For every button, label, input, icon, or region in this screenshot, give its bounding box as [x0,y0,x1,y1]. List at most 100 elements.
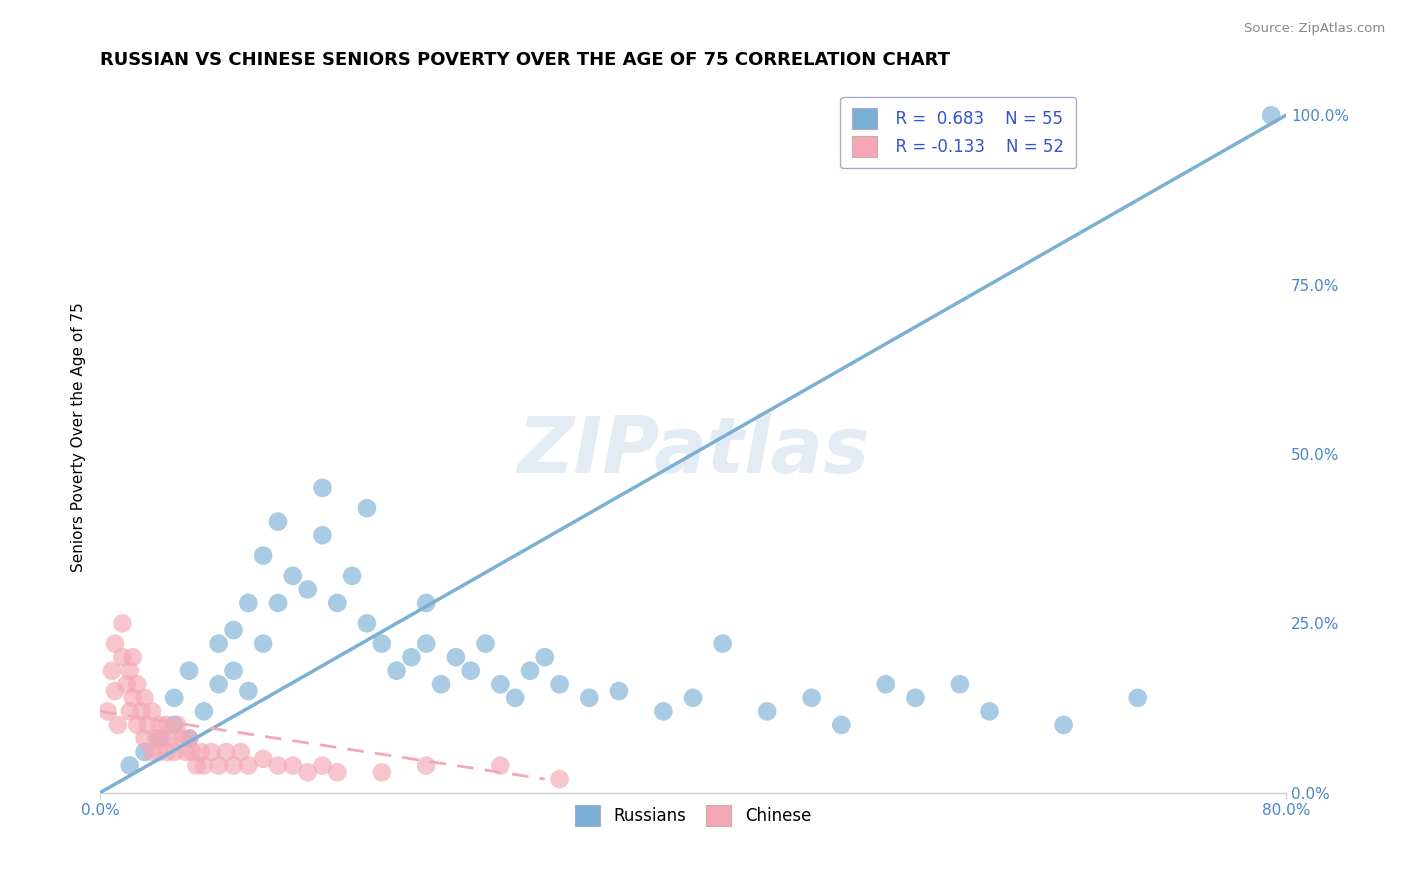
Point [121,690,143,705]
Point [281,569,304,583]
Point [222,623,245,637]
Point [578,690,600,705]
Point [96,704,118,718]
Point [474,637,496,651]
Point [356,616,378,631]
Point [430,677,453,691]
Point [1260,108,1282,122]
Point [238,758,260,772]
Point [311,758,333,772]
Point [177,731,200,746]
Point [356,501,378,516]
Point [111,616,134,631]
Point [949,677,972,691]
Point [190,745,212,759]
Point [134,690,156,705]
Point [141,745,163,759]
Point [215,745,238,759]
Point [156,745,179,759]
Point [163,690,186,705]
Point [166,718,188,732]
Point [193,704,215,718]
Point [548,772,571,786]
Point [177,731,200,746]
Point [444,650,467,665]
Point [163,745,186,759]
Y-axis label: Seniors Poverty Over the Age of 75: Seniors Poverty Over the Age of 75 [72,302,86,572]
Point [311,481,333,495]
Text: Source: ZipAtlas.com: Source: ZipAtlas.com [1244,22,1385,36]
Point [145,731,167,746]
Point [830,718,852,732]
Point [371,637,394,651]
Point [160,731,183,746]
Point [208,677,231,691]
Point [1052,718,1074,732]
Point [115,677,138,691]
Point [148,745,170,759]
Point [267,758,290,772]
Point [489,677,512,691]
Point [107,718,129,732]
Point [150,731,173,746]
Point [711,637,734,651]
Point [118,704,141,718]
Point [800,690,823,705]
Point [415,596,437,610]
Point [208,637,231,651]
Point [252,637,274,651]
Point [326,765,349,780]
Point [548,677,571,691]
Point [101,664,124,678]
Point [652,704,675,718]
Point [415,758,437,772]
Point [904,690,927,705]
Point [111,650,134,665]
Point [326,596,349,610]
Point [222,758,245,772]
Text: RUSSIAN VS CHINESE SENIORS POVERTY OVER THE AGE OF 75 CORRELATION CHART: RUSSIAN VS CHINESE SENIORS POVERTY OVER … [100,51,950,69]
Point [489,758,512,772]
Point [252,752,274,766]
Point [229,745,252,759]
Point [238,596,260,610]
Point [131,704,153,718]
Point [156,718,179,732]
Point [979,704,1001,718]
Point [193,758,215,772]
Point [170,731,193,746]
Point [252,549,274,563]
Point [104,637,127,651]
Point [1126,690,1149,705]
Point [756,704,779,718]
Point [297,765,319,780]
Point [533,650,555,665]
Legend: Russians, Chinese: Russians, Chinese [567,797,820,834]
Point [415,637,437,651]
Point [104,684,127,698]
Point [118,758,141,772]
Point [186,758,208,772]
Point [281,758,304,772]
Point [297,582,319,597]
Point [340,569,363,583]
Point [177,664,200,678]
Point [460,664,482,678]
Point [148,731,170,746]
Point [127,677,149,691]
Point [311,528,333,542]
Point [118,664,141,678]
Point [371,765,394,780]
Point [238,684,260,698]
Point [200,745,222,759]
Point [208,758,231,772]
Point [136,718,159,732]
Point [385,664,408,678]
Point [121,650,143,665]
Point [181,745,204,759]
Point [127,718,149,732]
Point [148,718,170,732]
Point [503,690,526,705]
Point [267,515,290,529]
Point [134,745,156,759]
